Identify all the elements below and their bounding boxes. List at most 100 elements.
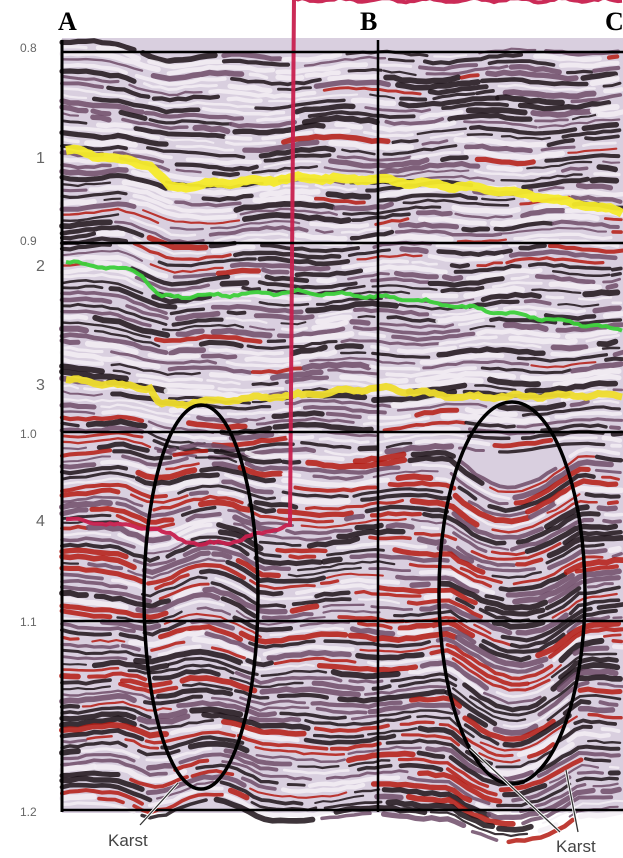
reflector <box>96 262 120 264</box>
reflector <box>236 276 260 277</box>
reflector <box>603 348 619 349</box>
reflector <box>62 329 86 331</box>
reflector <box>536 120 568 121</box>
horizon-label: 1 <box>36 150 45 167</box>
reflector <box>477 91 493 93</box>
reflector <box>319 280 335 282</box>
reflector <box>587 494 619 497</box>
reflector <box>255 197 311 200</box>
reflector <box>284 499 348 502</box>
reflector <box>599 112 623 115</box>
reflector <box>349 70 381 72</box>
reflector <box>62 417 142 421</box>
reflector <box>595 308 619 311</box>
reflector <box>93 111 109 114</box>
reflector <box>229 99 261 102</box>
reflector <box>401 99 425 100</box>
reflector <box>352 322 368 323</box>
reflector <box>62 563 78 564</box>
reflector <box>442 158 466 160</box>
reflector <box>401 224 457 227</box>
reflector <box>402 249 426 251</box>
reflector <box>606 314 622 316</box>
reflector <box>62 766 94 770</box>
karst-label: Karst <box>108 831 148 850</box>
reflector <box>568 71 592 72</box>
reflector <box>412 584 428 585</box>
time-label: 0.8 <box>20 41 37 55</box>
horizon-label: 2 <box>36 258 45 275</box>
reflector <box>379 65 411 67</box>
reflector <box>324 559 340 561</box>
reflector <box>384 814 464 825</box>
reflector <box>369 416 409 418</box>
seismic-figure: A B C 0.8 0.9 1.0 1.1 1.2 1 2 3 4 Karst … <box>0 0 623 858</box>
reflector <box>595 174 619 175</box>
reflector <box>608 286 616 288</box>
reflector <box>599 604 623 607</box>
horizon-label: 3 <box>36 377 45 394</box>
reflector <box>413 453 453 457</box>
reflector <box>586 759 610 761</box>
reflector <box>609 502 617 503</box>
reflector <box>370 537 410 538</box>
reflector <box>87 142 135 145</box>
reflector <box>342 580 398 583</box>
reflector <box>62 202 94 204</box>
reflector <box>149 766 173 768</box>
reflector <box>452 265 468 267</box>
reflector <box>388 525 412 527</box>
reflector <box>256 316 312 318</box>
reflector <box>62 773 118 776</box>
reflector <box>585 292 617 294</box>
reflector <box>359 316 375 317</box>
profile-label: B <box>360 7 377 36</box>
reflector <box>354 100 394 103</box>
reflector <box>337 346 361 347</box>
reflector <box>277 550 325 551</box>
reflector <box>222 283 246 284</box>
reflector <box>604 635 620 637</box>
reflector <box>328 194 368 197</box>
reflector <box>578 772 602 773</box>
reflector <box>253 383 277 384</box>
reflector <box>284 185 308 186</box>
reflector <box>278 77 302 78</box>
reflector <box>62 341 78 343</box>
horizon-label: 4 <box>36 513 45 530</box>
reflector <box>599 167 615 169</box>
reflector <box>611 427 619 428</box>
time-label: 1.1 <box>20 615 37 629</box>
reflector <box>229 312 245 313</box>
reflector <box>360 448 376 449</box>
reflector <box>290 556 314 558</box>
reflector <box>615 352 623 354</box>
reflector <box>189 423 245 427</box>
reflector <box>464 229 488 230</box>
reflector <box>489 167 521 170</box>
reflector <box>612 274 620 276</box>
reflector <box>469 110 525 113</box>
profile-label: C <box>605 7 623 36</box>
reflector <box>62 405 94 407</box>
reflector <box>62 448 86 449</box>
reflector <box>62 676 78 677</box>
reflector <box>499 827 531 830</box>
reflector <box>218 270 258 273</box>
reflector <box>599 342 615 345</box>
reflector <box>581 709 613 711</box>
reflector <box>62 47 86 48</box>
reflector <box>62 316 86 318</box>
reflector <box>603 790 619 792</box>
reflector <box>178 331 202 334</box>
reflector <box>445 277 461 279</box>
time-label: 1.0 <box>20 427 37 441</box>
reflector <box>611 549 619 551</box>
reflector <box>468 134 492 135</box>
reflector <box>398 476 430 478</box>
reflector <box>604 521 620 522</box>
reflector <box>580 689 620 692</box>
reflector <box>159 449 175 451</box>
reflector <box>191 493 207 494</box>
reflector <box>214 554 230 557</box>
